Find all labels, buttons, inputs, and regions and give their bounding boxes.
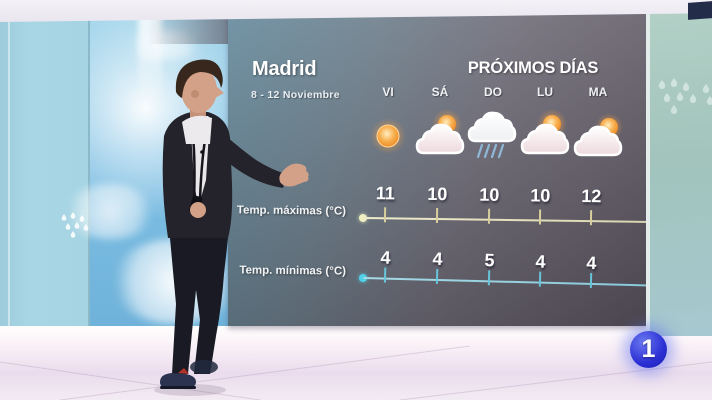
rain-cloud-icon: [467, 111, 517, 159]
min-temp-value: 4: [535, 251, 546, 272]
day-label: SÁ: [431, 85, 449, 99]
raindrop-pattern-icon: [658, 78, 712, 115]
tick-mark: [435, 208, 439, 224]
day-label: VI: [382, 85, 394, 99]
navy-trim: [688, 1, 712, 20]
axis-line: [362, 277, 650, 287]
min-temp-axis: 4 4 5 4 4: [358, 247, 650, 288]
tick-mark: [487, 270, 491, 286]
weather-icon-slot: [361, 107, 415, 163]
weather-icon-slot: [466, 107, 520, 163]
tick-mark: [589, 210, 593, 226]
cloud-decor: [65, 184, 155, 239]
tick-mark: [538, 271, 542, 287]
tick-mark: [383, 207, 387, 223]
tick-mark: [487, 208, 491, 224]
la1-channel-logo: 1: [630, 331, 667, 368]
min-temp-value: 4: [432, 248, 443, 270]
weather-icon-slot: [571, 107, 625, 163]
sun-behind-cloud-icon: [573, 113, 623, 157]
max-temp-axis: 11 10 10 10 12: [358, 183, 650, 226]
tick-mark: [589, 272, 593, 288]
tick-mark: [538, 209, 542, 225]
day-label: DO: [484, 85, 502, 99]
min-temp-value: 4: [586, 252, 597, 274]
wall-seam: [88, 14, 90, 326]
studio-floor: [0, 324, 712, 400]
tick-mark: [435, 268, 439, 284]
weather-icon-slot: [518, 107, 572, 163]
sun-behind-cloud-icon: [520, 109, 570, 155]
sun-behind-cloud-icon: [415, 109, 465, 155]
max-temp-value: 12: [581, 186, 602, 207]
studio-right-wall: [646, 12, 712, 336]
date-range-label: 8 - 12 Noviembre: [251, 89, 340, 101]
day-label: LU: [537, 85, 553, 99]
min-temp-value: 4: [380, 247, 391, 268]
max-temp-value: 10: [530, 185, 551, 206]
axis-line: [362, 217, 650, 224]
tick-mark: [383, 267, 387, 283]
day-label: MA: [588, 85, 608, 99]
weather-icon-slot: [413, 107, 467, 163]
sun-icon: [370, 118, 406, 154]
panel-title: PRÓXIMOS DÍAS: [467, 59, 599, 77]
min-temp-value: 5: [484, 250, 495, 271]
wall-seam: [8, 14, 10, 326]
weather-presenter: [154, 59, 309, 396]
max-temp-value: 10: [427, 183, 448, 205]
city-label: Madrid: [252, 58, 317, 80]
floor-tile-lines: [0, 345, 712, 400]
max-temp-value: 10: [479, 184, 500, 205]
max-temp-value: 11: [375, 183, 396, 204]
